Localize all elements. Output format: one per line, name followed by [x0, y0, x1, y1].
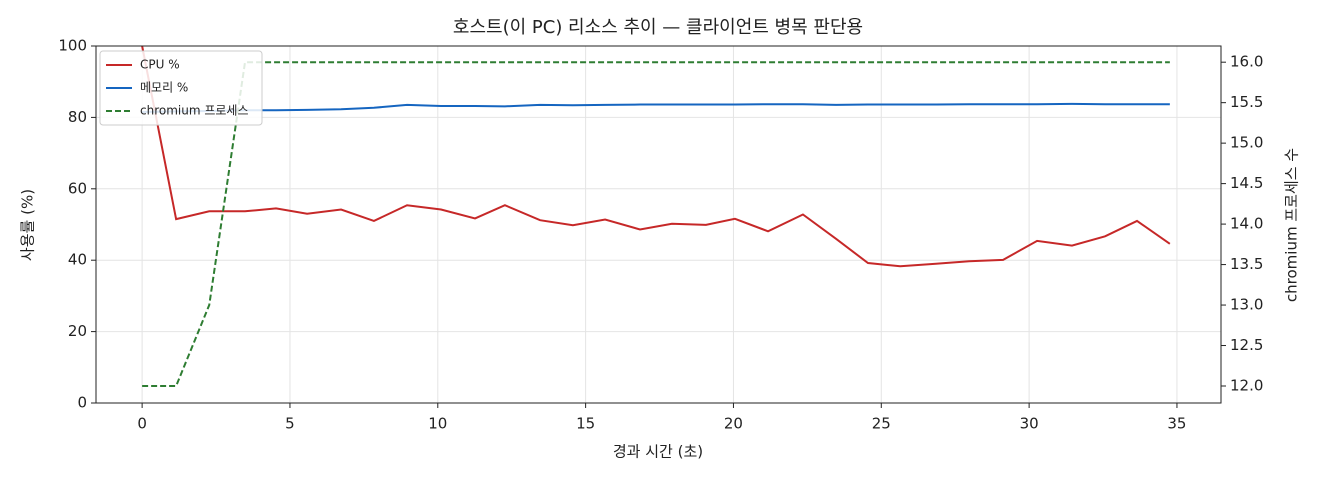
x-axis-label: 경과 시간 (초) — [613, 443, 703, 461]
y2-tick-label: 12.0 — [1230, 377, 1263, 395]
y2-tick-label: 15.5 — [1230, 93, 1263, 111]
y-tick-label: 80 — [68, 108, 87, 126]
series-line — [142, 61, 1170, 387]
y2-tick-label: 14.0 — [1230, 215, 1263, 233]
y-tick-label: 0 — [77, 394, 87, 412]
x-tick-label: 25 — [872, 415, 891, 433]
x-tick-label: 10 — [428, 415, 447, 433]
x-tick-label: 30 — [1020, 415, 1039, 433]
y2-tick-label: 13.5 — [1230, 255, 1263, 273]
y2-tick-label: 13.0 — [1230, 296, 1263, 314]
x-tick-label: 5 — [285, 415, 295, 433]
x-tick-label: 15 — [576, 415, 595, 433]
x-tick-label: 35 — [1167, 415, 1186, 433]
y2-tick-label: 16.0 — [1230, 53, 1263, 71]
legend-label: CPU % — [140, 58, 180, 72]
legend-label: 메모리 % — [140, 81, 188, 95]
y2-tick-label: 14.5 — [1230, 174, 1263, 192]
series-line — [142, 102, 1170, 114]
legend-box — [99, 50, 263, 126]
x-tick-label: 20 — [724, 415, 743, 433]
legend: CPU % 메모리 % chromium 프로세스 — [99, 50, 263, 126]
y-tick-label: 40 — [68, 251, 87, 269]
series-line — [141, 45, 1171, 268]
y2-tick-label: 12.5 — [1230, 336, 1263, 354]
y-tick-label: 100 — [58, 37, 87, 55]
y-tick-label: 60 — [68, 179, 87, 197]
x-tick-label: 0 — [137, 415, 147, 433]
y-tick-label: 20 — [68, 322, 87, 340]
plot-frame — [95, 45, 1222, 404]
y2-tick-label: 15.0 — [1230, 134, 1263, 152]
y2-axis-label: chromium 프로세스 수 — [1283, 148, 1301, 302]
chart-title: 호스트(이 PC) 리소스 추이 — 클라이언트 병목 판단용 — [453, 17, 863, 38]
y-axis-label: 사용률 (%) — [19, 189, 37, 261]
legend-label: chromium 프로세스 — [140, 104, 249, 118]
